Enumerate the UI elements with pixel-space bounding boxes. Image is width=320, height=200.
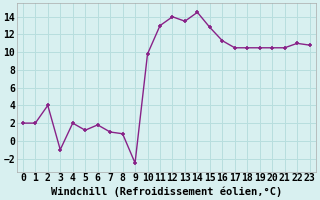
- X-axis label: Windchill (Refroidissement éolien,°C): Windchill (Refroidissement éolien,°C): [51, 186, 282, 197]
